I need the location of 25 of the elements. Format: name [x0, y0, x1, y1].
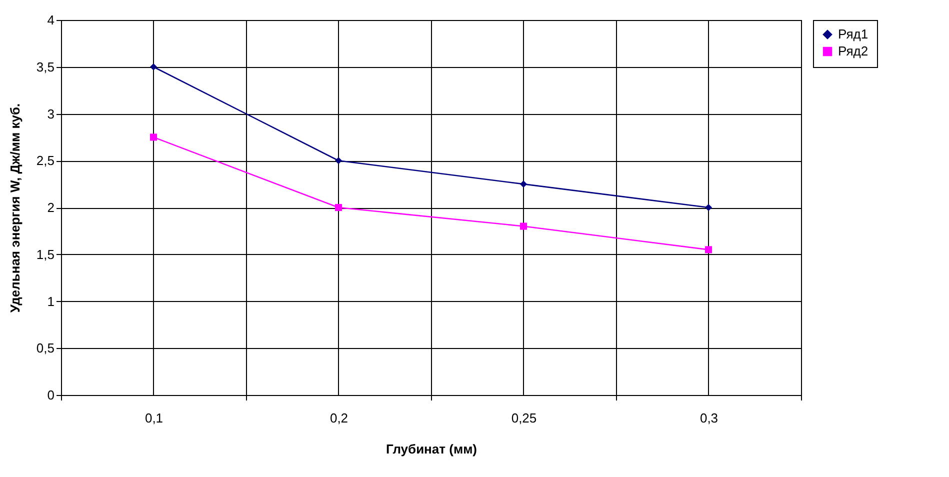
x-axis-title: Глубинат (мм): [386, 442, 478, 456]
y-tick-label: 1,5: [36, 246, 54, 262]
y-tick-label: 0,5: [36, 340, 54, 356]
x-tick-label: 0,25: [511, 410, 537, 426]
point: [704, 204, 712, 212]
y-tick-label: 4: [47, 12, 54, 28]
y-tick-label: 3: [47, 106, 54, 122]
point: [334, 204, 342, 212]
legend-label: Ряд2: [838, 44, 868, 58]
point: [150, 134, 158, 141]
y-tick-label: 2: [47, 200, 54, 215]
y-tick-label: 2,5: [36, 153, 54, 168]
point: [150, 63, 158, 70]
x-tick-label: 0,2: [330, 410, 348, 426]
x-tick-label: 0,1: [144, 410, 164, 426]
y-tick-label: 0: [47, 388, 54, 402]
point: [520, 180, 528, 188]
point: [520, 222, 528, 230]
y-tick-label: 3,5: [36, 59, 54, 74]
point: [704, 246, 712, 254]
x-tick-label: 0,3: [700, 410, 718, 426]
point: [334, 157, 342, 164]
y-axis-title: Удельная энергия W, Дж/мм куб.: [7, 103, 22, 313]
legend-label: Ряд1: [838, 26, 868, 42]
y-tick-label: 1: [47, 294, 54, 309]
